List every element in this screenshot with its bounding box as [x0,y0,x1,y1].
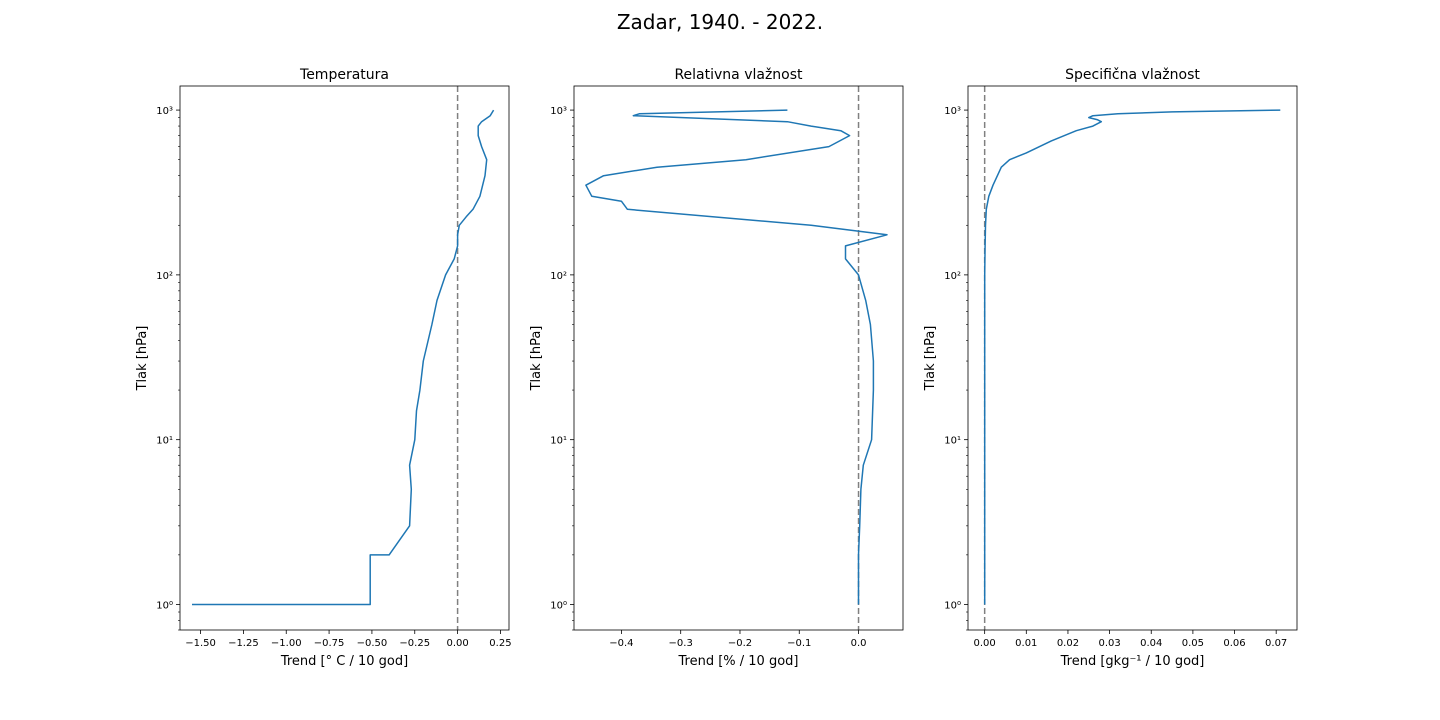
plot-frame [967,85,1298,631]
x-tick-label: 0.05 [1182,638,1204,649]
plot-frame [179,85,510,631]
series-line-1 [585,109,888,605]
x-tick-label: −0.2 [728,638,752,649]
x-axis-label: Trend [% / 10 god] [678,654,799,669]
y-tick-label: 10⁰ [550,600,567,611]
x-tick-label: 0.02 [1057,638,1079,649]
x-tick-label: 0.00 [446,638,468,649]
plot-frame [573,85,904,631]
y-axis-label: Tlak [hPa] [529,326,544,392]
y-axis-label: Tlak [hPa] [135,326,150,392]
x-tick-label: 0.25 [489,638,511,649]
x-tick-label: −1.50 [185,638,216,649]
y-tick-label: 10² [944,271,961,282]
x-tick-label: 0.03 [1098,638,1120,649]
subplot-1: Temperatura −1.50 −1.25 −1.00 −0.75 −0.50 −0.2… [135,67,512,669]
y-tick-label: 10³ [944,106,961,117]
x-tick-label: −1.00 [271,638,302,649]
y-tick-label: 10³ [550,106,567,117]
x-tick-label: −0.75 [314,638,345,649]
x-axis-label: Trend [gkg⁻¹ / 10 god] [1060,654,1205,669]
x-tick-label: 0.01 [1015,638,1037,649]
y-tick-label: 10⁰ [156,600,173,611]
x-tick-label: 0.07 [1265,638,1287,649]
x-tick-label: −0.3 [669,638,693,649]
x-tick-label: 0.04 [1140,638,1162,649]
x-tick-label: −1.25 [228,638,259,649]
x-tick-label: −0.4 [609,638,633,649]
y-axis-label: Tlak [hPa] [923,326,938,392]
x-tick-label: 0.0 [851,638,867,649]
y-tick-label: 10² [156,271,173,282]
x-tick-label: −0.25 [399,638,430,649]
y-tick-label: 10¹ [550,436,567,447]
y-tick-label: 10² [550,271,567,282]
x-tick-label: −0.50 [357,638,388,649]
x-tick-label: −0.1 [787,638,811,649]
x-tick-label: 0.06 [1223,638,1245,649]
y-tick-label: 10¹ [944,436,961,447]
x-axis-label: Trend [° C / 10 god] [280,654,408,669]
y-tick-label: 10⁰ [944,600,961,611]
x-tick-label: 0.00 [974,638,996,649]
subplot-2: Relativna vlažnost −0.4 −0.3 −0.2 −0.1 0.0 10⁰… [529,67,904,669]
subplot-title: Relativna vlažnost [674,67,803,83]
subplot-title: Temperatura [299,67,389,83]
y-tick-label: 10¹ [156,436,173,447]
y-tick-label: 10³ [156,106,173,117]
subplot-title: Specifična vlažnost [1065,67,1200,83]
subplot-3: Specifična vlažnost 0.00 0.01 0.02 0.03 0.04 0… [923,67,1298,669]
series-line-1 [192,109,495,606]
series-line-1 [983,109,1281,605]
figure-title: Zadar, 1940. - 2022. [616,10,824,34]
